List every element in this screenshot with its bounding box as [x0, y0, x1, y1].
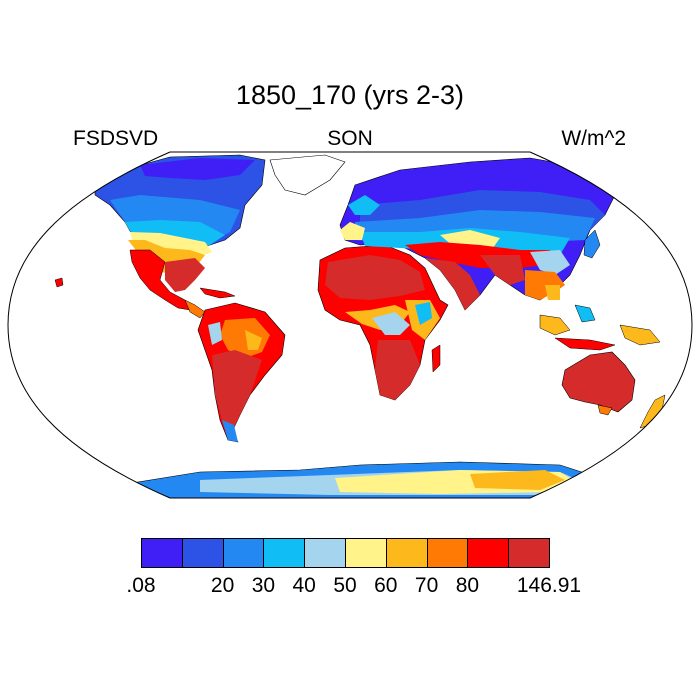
map-content	[54, 154, 666, 498]
australia	[561, 351, 636, 416]
hawaii	[54, 277, 64, 288]
greenland	[269, 154, 346, 196]
units-label: W/m^2	[561, 127, 626, 150]
map-frame	[7, 151, 693, 499]
south-america	[197, 302, 286, 443]
new-zealand	[639, 394, 666, 429]
antarctica	[79, 461, 621, 498]
north-america	[94, 154, 266, 319]
indonesia	[539, 304, 661, 351]
caribbean	[199, 287, 236, 299]
variable-label: FSDSVD	[73, 127, 159, 150]
africa	[317, 244, 449, 401]
season-label: SON	[327, 127, 373, 150]
japan	[583, 229, 601, 259]
map-title: 1850_170 (yrs 2-3)	[235, 80, 465, 110]
eurasia	[339, 157, 616, 311]
